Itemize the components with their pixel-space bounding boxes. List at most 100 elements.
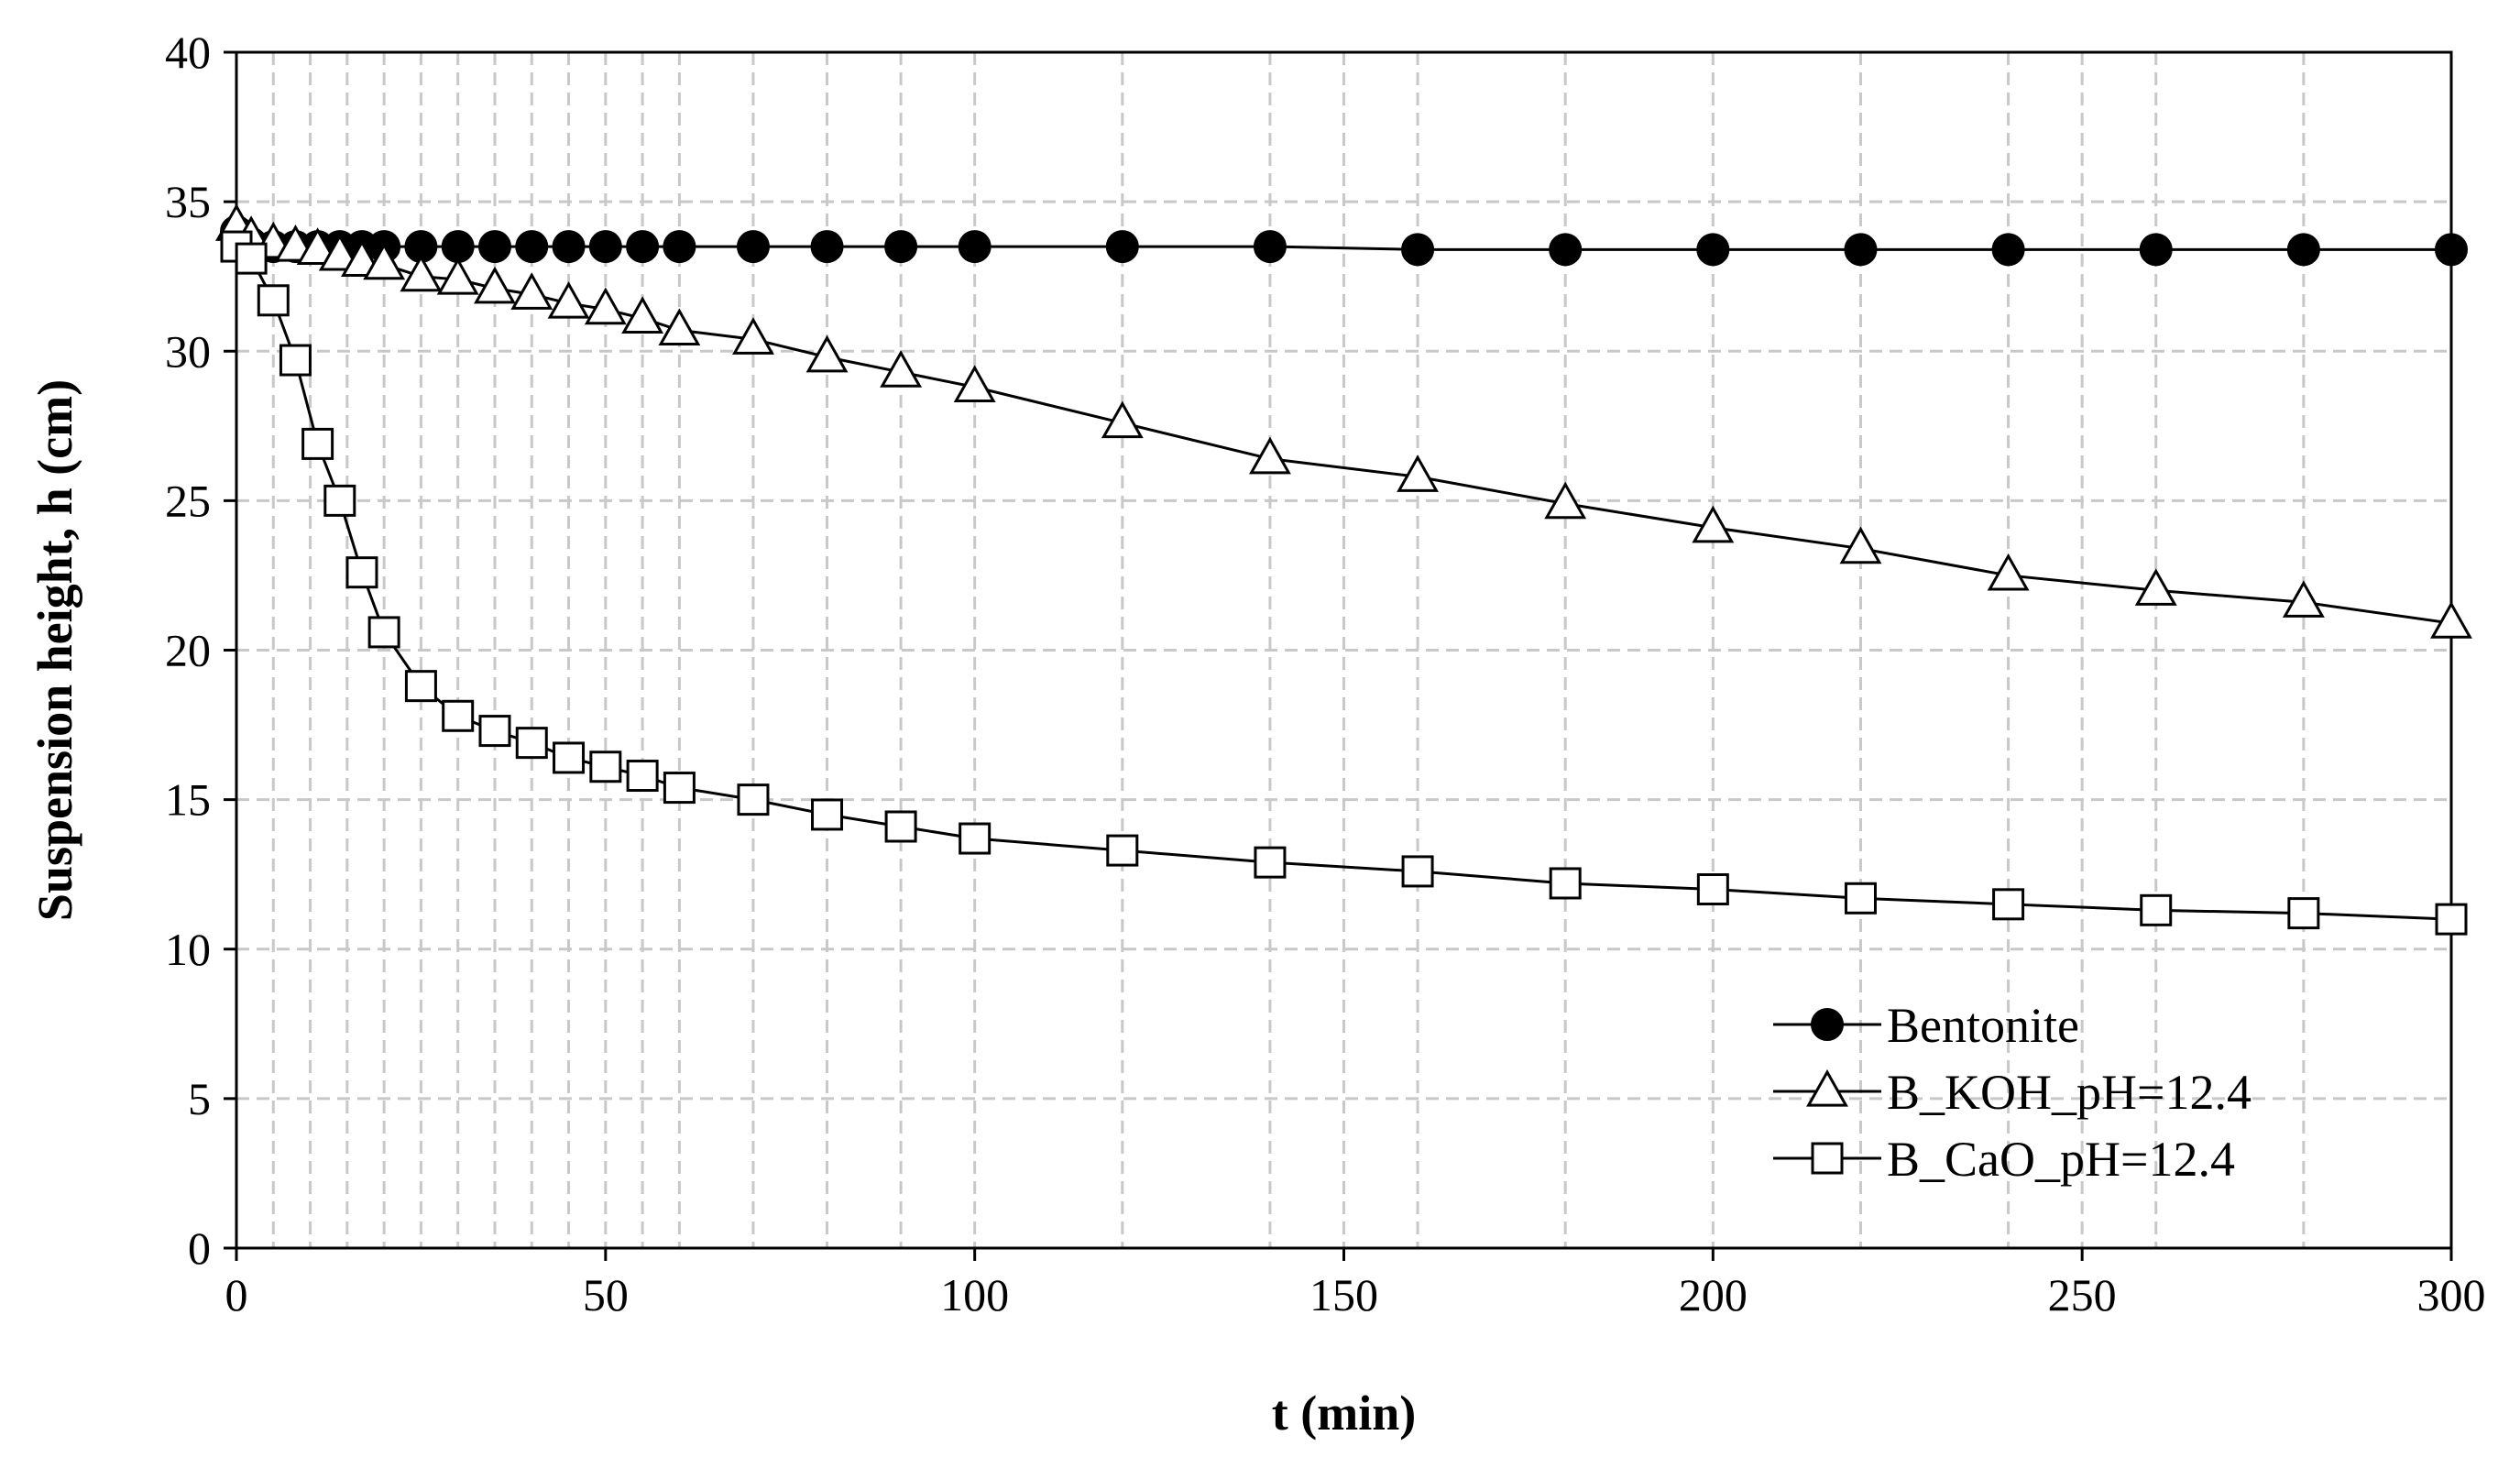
data-point bbox=[810, 230, 844, 264]
data-point bbox=[442, 699, 475, 732]
data-point bbox=[404, 670, 437, 703]
data-point bbox=[515, 230, 549, 264]
data-point bbox=[1696, 873, 1729, 905]
data-point bbox=[515, 727, 548, 760]
data-point bbox=[1692, 505, 1735, 543]
data-point bbox=[737, 783, 770, 816]
data-point bbox=[2140, 893, 2173, 926]
data-point bbox=[279, 344, 312, 377]
data-point bbox=[318, 233, 361, 271]
series-markers-2 bbox=[220, 230, 2468, 936]
legend-label: B_CaO_pH=12.4 bbox=[1887, 1132, 2235, 1187]
major-gridlines bbox=[236, 52, 2451, 1248]
x-tick-label: 250 bbox=[2048, 1269, 2117, 1320]
data-point bbox=[553, 741, 586, 774]
data-point bbox=[953, 365, 996, 403]
y-tick-label: 40 bbox=[165, 27, 211, 78]
data-point bbox=[257, 284, 290, 317]
data-point bbox=[626, 230, 660, 264]
data-point bbox=[626, 760, 659, 793]
y-tick-label: 5 bbox=[188, 1073, 211, 1124]
x-tick-label: 50 bbox=[583, 1269, 629, 1320]
x-tick-labels: 0 50 100 150 200 250 300 bbox=[225, 1269, 2486, 1320]
data-point bbox=[1844, 882, 1877, 915]
data-point bbox=[2282, 580, 2325, 618]
x-axis-title: t (min) bbox=[1272, 1386, 1416, 1441]
data-point bbox=[345, 556, 378, 589]
x-tick-label: 200 bbox=[1679, 1269, 1748, 1320]
data-point bbox=[736, 230, 770, 264]
minor-gridlines bbox=[271, 52, 2306, 1248]
data-point bbox=[301, 427, 334, 460]
y-tick-label: 20 bbox=[165, 625, 211, 676]
data-point bbox=[400, 254, 443, 292]
data-point bbox=[1696, 233, 1730, 267]
y-tick-label: 0 bbox=[188, 1222, 211, 1274]
data-point bbox=[589, 750, 622, 783]
data-point bbox=[363, 242, 406, 280]
data-point bbox=[2430, 601, 2472, 639]
data-point bbox=[2286, 233, 2320, 267]
legend-item: B_KOH_pH=12.4 bbox=[1773, 1065, 2252, 1120]
data-point bbox=[2435, 233, 2468, 267]
data-point bbox=[2435, 903, 2468, 936]
data-point bbox=[323, 484, 356, 517]
data-point bbox=[663, 772, 696, 805]
data-point bbox=[1839, 526, 1882, 564]
data-point bbox=[478, 715, 511, 748]
data-point bbox=[663, 230, 696, 264]
data-point bbox=[732, 317, 774, 355]
y-tick-label: 35 bbox=[165, 176, 211, 227]
x-tick-label: 0 bbox=[225, 1269, 248, 1320]
data-point bbox=[1253, 230, 1287, 264]
data-point bbox=[1549, 867, 1582, 900]
data-point bbox=[621, 296, 664, 334]
axis-ticks bbox=[224, 50, 2453, 1261]
data-point bbox=[1544, 481, 1587, 520]
data-point bbox=[367, 616, 400, 649]
y-tick-label: 15 bbox=[165, 774, 211, 826]
series-markers bbox=[215, 203, 2472, 936]
legend: Bentonite B_KOH_pH=12.4 B_CaO_pH=12.4 bbox=[1773, 998, 2252, 1187]
data-point bbox=[884, 810, 917, 843]
data-point bbox=[959, 822, 992, 855]
data-point bbox=[552, 230, 586, 264]
data-point bbox=[1401, 233, 1435, 267]
data-point bbox=[588, 230, 622, 264]
data-point bbox=[1992, 888, 2025, 921]
data-point bbox=[510, 272, 553, 310]
data-point bbox=[2287, 897, 2320, 930]
data-point bbox=[296, 227, 339, 265]
legend-label: B_KOH_pH=12.4 bbox=[1887, 1065, 2252, 1120]
data-point bbox=[1254, 846, 1287, 879]
data-point bbox=[805, 334, 849, 373]
legend-marker bbox=[1811, 1008, 1844, 1041]
y-tick-labels: 0 5 10 15 20 25 30 35 40 bbox=[165, 27, 211, 1274]
data-point bbox=[2139, 233, 2173, 267]
data-point bbox=[1987, 553, 2030, 591]
data-point bbox=[658, 308, 701, 346]
y-tick-label: 25 bbox=[165, 475, 211, 526]
data-point bbox=[477, 230, 511, 264]
legend-item: Bentonite bbox=[1773, 998, 2079, 1053]
data-point bbox=[547, 280, 590, 319]
data-point bbox=[880, 350, 923, 388]
y-axis-title: Suspension height, h (cm) bbox=[27, 379, 82, 921]
legend-label: Bentonite bbox=[1887, 998, 2079, 1053]
legend-marker bbox=[1811, 1142, 1844, 1175]
y-tick-label: 30 bbox=[165, 325, 211, 377]
data-point bbox=[811, 798, 844, 831]
data-point bbox=[1549, 233, 1583, 267]
x-tick-label: 100 bbox=[940, 1269, 1009, 1320]
data-point bbox=[436, 257, 479, 295]
data-point bbox=[958, 230, 992, 264]
data-point bbox=[1105, 230, 1139, 264]
y-tick-label: 10 bbox=[165, 924, 211, 975]
data-point bbox=[584, 287, 627, 325]
data-point bbox=[1397, 455, 1440, 492]
data-point bbox=[1106, 834, 1139, 867]
legend-marker bbox=[1806, 1068, 1848, 1107]
x-tick-label: 150 bbox=[1309, 1269, 1378, 1320]
data-point bbox=[1991, 233, 2025, 267]
